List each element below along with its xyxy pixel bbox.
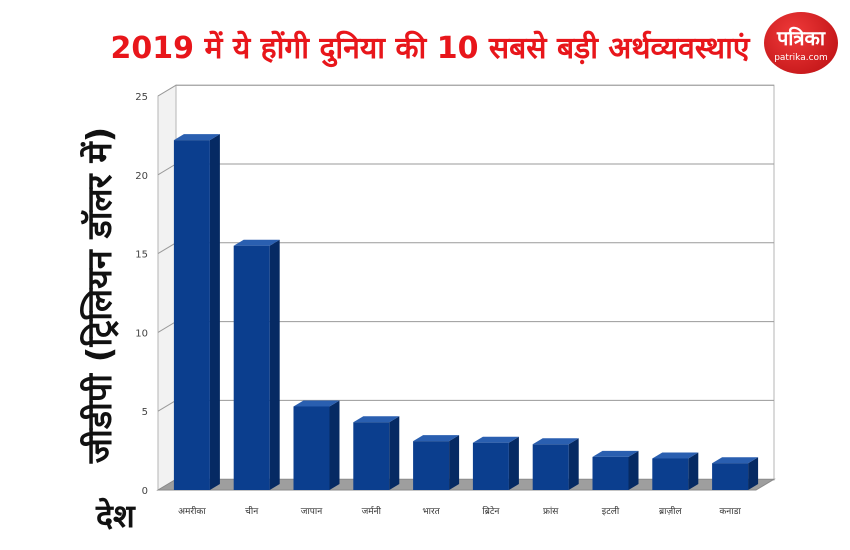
bar-side [568, 438, 579, 490]
bar-top [472, 436, 519, 443]
bar-side [269, 239, 280, 490]
bar-side [209, 134, 220, 491]
x-tick-label: अमरीका [178, 505, 206, 517]
x-tick-label: फ्रांस [543, 506, 559, 517]
y-tick-label: 20 [135, 171, 148, 182]
bar [712, 463, 749, 490]
plot-side-wall [157, 84, 177, 491]
y-tick-label: 0 [142, 486, 148, 497]
y-tick-label: 5 [142, 407, 148, 418]
bar [353, 422, 390, 490]
bar-side [628, 450, 639, 490]
x-tick-label: इटली [602, 505, 620, 517]
y-tick-label: 10 [135, 328, 148, 339]
bar [413, 441, 450, 490]
bar-top [592, 450, 639, 457]
bar-top [652, 452, 699, 459]
bar [173, 140, 210, 491]
logo-site-text: patrika.com [774, 53, 828, 63]
patrika-logo[interactable]: पत्रिका patrika.com [764, 12, 838, 74]
bar-top [173, 134, 220, 141]
chart-title: 2019 में ये होंगी दुनिया की 10 सबसे बड़ी… [110, 31, 750, 66]
bar [233, 245, 270, 490]
bar-side [389, 416, 400, 490]
bar-top [413, 435, 460, 442]
bar-top [233, 239, 280, 246]
bar-side [508, 436, 519, 490]
bar-side [688, 452, 699, 490]
x-tick-label: ब्राज़ील [659, 505, 682, 517]
bar [532, 444, 569, 490]
x-axis-label: देश [96, 497, 135, 535]
bar-top [712, 457, 759, 464]
bar [472, 442, 509, 490]
x-tick-label: कनाडा [719, 507, 741, 517]
bar-top [532, 438, 579, 445]
bar-top [293, 400, 340, 407]
bar [592, 456, 629, 490]
logo-brand-text: पत्रिका [776, 26, 826, 50]
bar [652, 458, 689, 490]
y-tick-label: 25 [135, 92, 148, 103]
x-tick-label: ब्रिटेन [482, 505, 500, 517]
gridline [157, 84, 774, 97]
bar-side [449, 435, 460, 490]
bar-side [748, 457, 759, 490]
x-tick-label: भारत [422, 507, 440, 517]
bar-side [329, 400, 340, 490]
y-tick-label: 15 [135, 250, 148, 261]
x-tick-label: जर्मनी [362, 505, 382, 517]
bar [293, 406, 330, 490]
bar-top [353, 416, 400, 423]
x-tick-label: जापान [301, 507, 323, 517]
x-tick-label: चीन [245, 505, 259, 517]
